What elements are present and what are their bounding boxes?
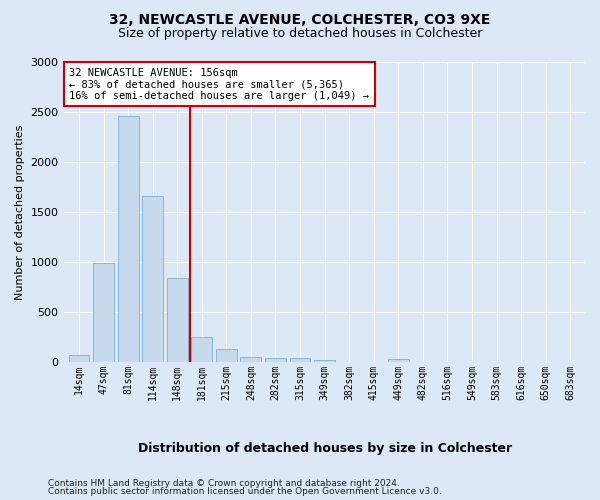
Text: Size of property relative to detached houses in Colchester: Size of property relative to detached ho… [118,28,482,40]
Bar [142,196,163,362]
Text: Contains HM Land Registry data © Crown copyright and database right 2024.: Contains HM Land Registry data © Crown c… [48,478,400,488]
Bar [118,116,139,362]
Bar [93,263,114,362]
Bar [388,360,409,362]
Bar [290,358,310,362]
Bar [191,337,212,362]
Text: 32, NEWCASTLE AVENUE, COLCHESTER, CO3 9XE: 32, NEWCASTLE AVENUE, COLCHESTER, CO3 9X… [109,12,491,26]
Y-axis label: Number of detached properties: Number of detached properties [15,124,25,300]
Bar [167,278,188,362]
Bar [265,358,286,362]
Bar [216,350,237,362]
Text: 32 NEWCASTLE AVENUE: 156sqm
← 83% of detached houses are smaller (5,365)
16% of : 32 NEWCASTLE AVENUE: 156sqm ← 83% of det… [70,68,370,100]
Bar [68,355,89,362]
Bar [314,360,335,362]
Text: Contains public sector information licensed under the Open Government Licence v3: Contains public sector information licen… [48,487,442,496]
Bar [241,357,262,362]
X-axis label: Distribution of detached houses by size in Colchester: Distribution of detached houses by size … [137,442,512,455]
